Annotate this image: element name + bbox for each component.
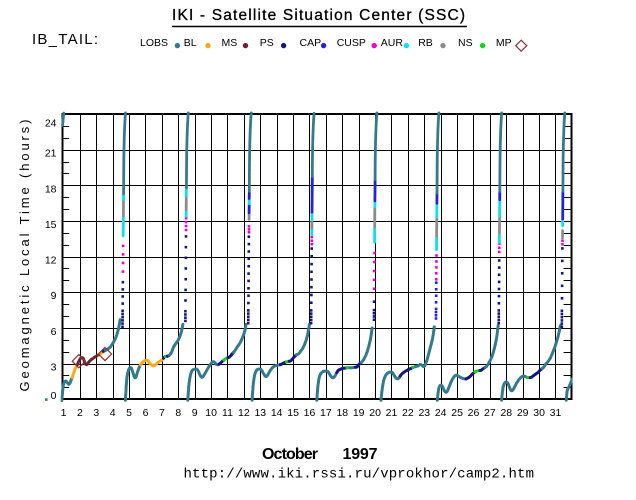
svg-text:http://www.iki.rssi.ru/vprokho: http://www.iki.rssi.ru/vprokhor/camp2.ht… [184, 467, 535, 483]
svg-text:12: 12 [238, 407, 250, 419]
svg-text:24: 24 [435, 407, 447, 419]
svg-text:1997: 1997 [343, 446, 378, 463]
svg-text:18: 18 [336, 407, 348, 419]
svg-text:CUSP: CUSP [337, 37, 366, 49]
svg-text:CAP: CAP [300, 37, 322, 49]
svg-text:19: 19 [353, 407, 365, 419]
svg-text:6: 6 [143, 407, 149, 419]
svg-text:AUR: AUR [381, 37, 404, 49]
svg-text:IB_TAIL:: IB_TAIL: [32, 31, 98, 48]
svg-text:BL: BL [184, 37, 197, 49]
svg-text:1: 1 [61, 407, 67, 419]
svg-text:3: 3 [93, 407, 99, 419]
svg-text:30: 30 [533, 407, 545, 419]
svg-text:25: 25 [451, 407, 463, 419]
svg-text:14: 14 [271, 407, 283, 419]
svg-text:29: 29 [517, 407, 529, 419]
svg-text:11: 11 [222, 407, 233, 419]
svg-text:10: 10 [205, 407, 217, 419]
svg-text:8: 8 [175, 407, 181, 419]
svg-text:27: 27 [484, 407, 496, 419]
svg-text:13: 13 [254, 407, 266, 419]
svg-text:October: October [262, 446, 318, 463]
svg-text:18: 18 [45, 183, 57, 195]
svg-text:Geomagnetic Local Time (hours): Geomagnetic Local Time (hours) [17, 120, 32, 392]
svg-text:LOBS: LOBS [140, 37, 168, 49]
svg-text:20: 20 [369, 407, 381, 419]
svg-text:31: 31 [550, 407, 562, 419]
svg-text:26: 26 [468, 407, 480, 419]
svg-text:15: 15 [45, 219, 57, 231]
svg-text:15: 15 [287, 407, 299, 419]
svg-text:21: 21 [45, 148, 57, 160]
svg-text:MS: MS [222, 37, 238, 49]
svg-text:24: 24 [45, 118, 57, 130]
svg-text:7: 7 [159, 407, 165, 419]
svg-text:2: 2 [77, 407, 83, 419]
svg-text:IKI - Satellite Situation Cent: IKI - Satellite Situation Center (SSC) [172, 7, 465, 24]
svg-text:PS: PS [260, 37, 274, 49]
svg-text:NS: NS [458, 37, 473, 49]
svg-text:5: 5 [126, 407, 132, 419]
svg-text:22: 22 [402, 407, 414, 419]
svg-text:23: 23 [418, 407, 430, 419]
svg-text:0: 0 [51, 390, 57, 402]
svg-text:28: 28 [500, 407, 512, 419]
svg-text:21: 21 [386, 407, 398, 419]
svg-text:4: 4 [110, 407, 116, 419]
svg-text:9: 9 [51, 290, 57, 302]
svg-text:12: 12 [45, 255, 57, 267]
svg-text:9: 9 [192, 407, 198, 419]
svg-text:RB: RB [418, 37, 433, 49]
svg-text:17: 17 [320, 407, 332, 419]
svg-text:16: 16 [304, 407, 316, 419]
svg-text:3: 3 [51, 362, 57, 374]
svg-text:MP: MP [496, 37, 512, 49]
svg-text:6: 6 [51, 326, 57, 338]
